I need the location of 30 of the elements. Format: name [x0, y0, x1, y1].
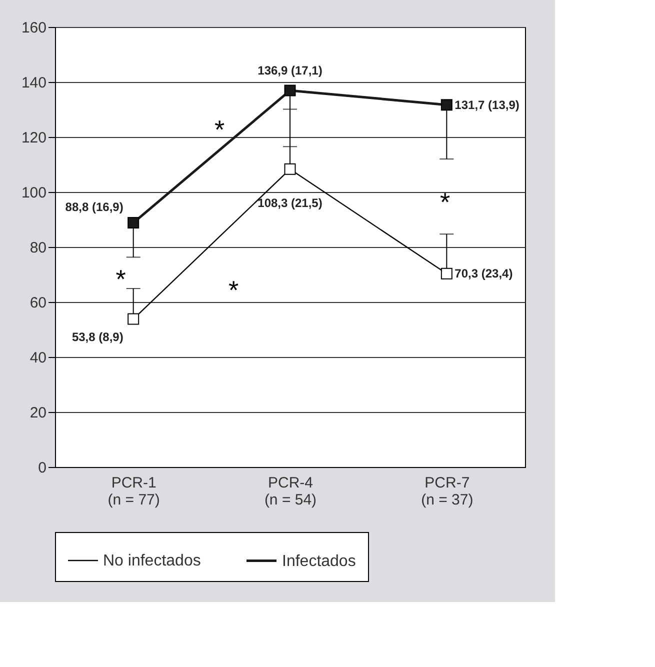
data-label: 53,8 (8,9) [72, 330, 124, 344]
x-tick-label: PCR-7 (n = 37) [421, 474, 474, 508]
annotation: * [228, 275, 239, 305]
y-tick-label: 20 [30, 404, 46, 422]
point [440, 268, 452, 280]
point [284, 163, 296, 175]
y-tick-label: 160 [21, 20, 46, 36]
y-tick-label: 140 [21, 74, 46, 92]
legend-label: Infectados [282, 552, 356, 570]
legend-label: No infectados [103, 552, 201, 570]
y-tick-label: 0 [38, 460, 46, 476]
annotation: * [116, 264, 126, 294]
data-label: 131,7 (13,9) [454, 98, 520, 112]
y-tick-label: 120 [21, 130, 46, 146]
x-tick-label: PCR-4 (n = 54) [264, 474, 317, 508]
y-tick-label: 40 [30, 350, 46, 366]
point [284, 84, 296, 96]
point [128, 313, 140, 325]
data-label: 88,8 (16,9) [65, 200, 124, 214]
annotation: * [214, 114, 225, 144]
point [440, 99, 452, 111]
y-tick-label: 80 [30, 240, 46, 256]
y-tick-label: 60 [30, 294, 46, 312]
x-tick-label: PCR-1 (n = 77) [108, 474, 160, 508]
y-tick-label: 100 [21, 184, 46, 202]
data-label: 108,3 (21,5) [258, 196, 322, 210]
point [128, 217, 140, 229]
data-label: 136,9 (17,1) [258, 64, 322, 78]
annotation: * [440, 187, 450, 217]
data-label: 70,3 (23,4) [454, 266, 513, 281]
